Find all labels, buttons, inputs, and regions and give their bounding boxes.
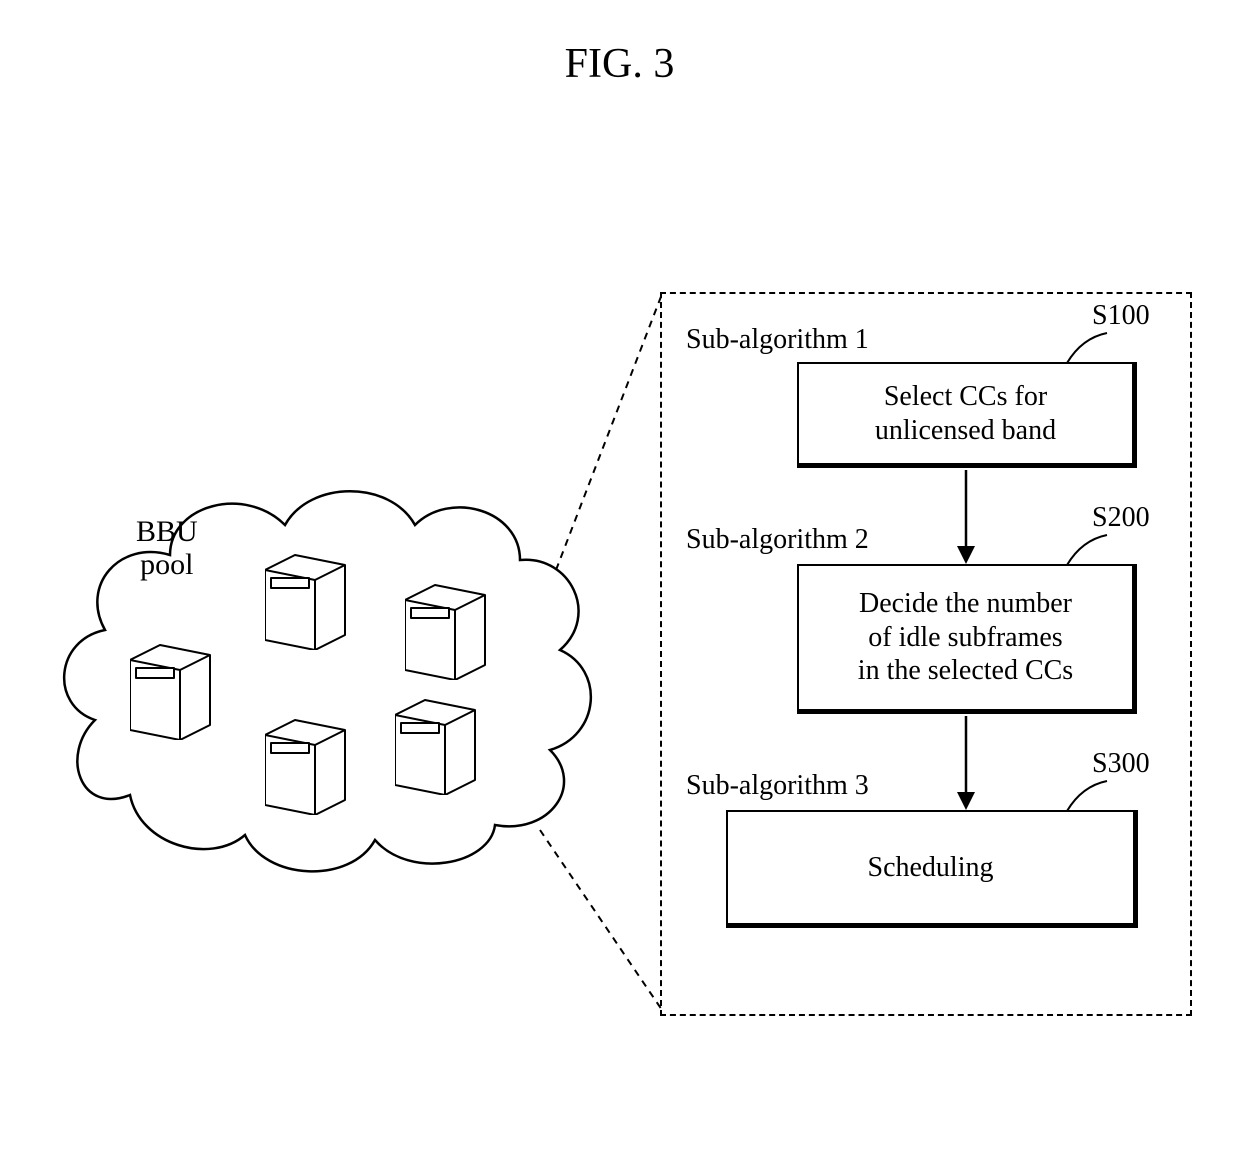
step-box: Select CCs for unlicensed band xyxy=(797,362,1137,468)
flowchart-container: Sub-algorithm 1 S100 Select CCs for unli… xyxy=(660,292,1192,1016)
flow-arrow-icon xyxy=(954,470,978,566)
step-box: Scheduling xyxy=(726,810,1138,928)
step-text-line: unlicensed band xyxy=(875,415,1056,446)
flow-arrow-icon xyxy=(954,716,978,812)
sub-algorithm-label: Sub-algorithm 3 xyxy=(686,770,869,802)
sub-algorithm-label: Sub-algorithm 2 xyxy=(686,524,869,556)
step-text-line: Select CCs for xyxy=(884,381,1047,412)
step-box: Decide the number of idle subframes in t… xyxy=(797,564,1137,714)
step-text-line: Decide the number xyxy=(859,588,1072,619)
sub-algorithm-label: Sub-algorithm 1 xyxy=(686,324,869,356)
step-text-line: Scheduling xyxy=(868,852,994,883)
step-text-line: of idle subframes xyxy=(868,622,1062,653)
diagram-canvas: FIG. 3 BBU pool xyxy=(0,0,1239,1169)
step-text-line: in the selected CCs xyxy=(858,655,1073,686)
